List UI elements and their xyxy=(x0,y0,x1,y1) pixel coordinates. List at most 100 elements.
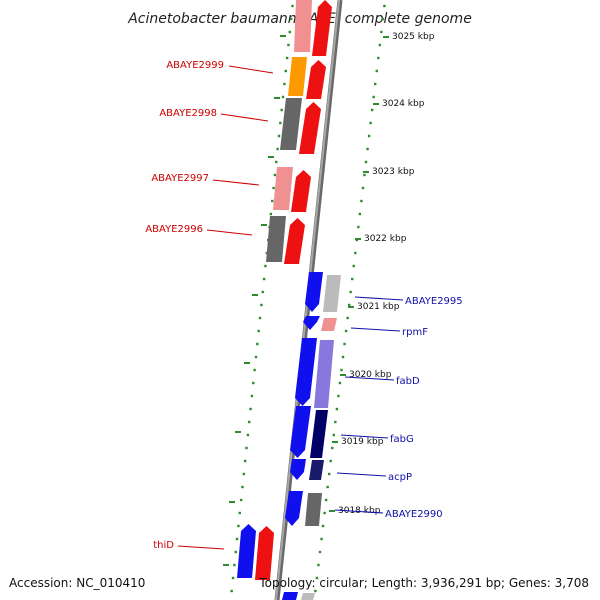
ruler-dot xyxy=(276,147,279,151)
ruler-dot xyxy=(231,576,235,580)
ruler-dot xyxy=(288,30,291,34)
gene-label-leader xyxy=(344,376,395,381)
ruler-dot xyxy=(369,121,372,125)
gene-label-leader xyxy=(206,229,253,236)
gene-label[interactable]: acpP xyxy=(388,472,412,483)
ruler-dot xyxy=(337,394,340,398)
ruler-dot xyxy=(235,537,239,541)
ruler-dot xyxy=(284,69,287,73)
ruler-dot xyxy=(378,43,382,47)
ruler-dot xyxy=(324,498,328,502)
gene-label-leader xyxy=(350,327,401,332)
cds-arrow-red xyxy=(284,218,305,264)
gene-label[interactable]: rpmF xyxy=(402,327,428,338)
ruler-dot xyxy=(279,121,282,125)
cds-block-grey xyxy=(280,98,302,150)
gene-label[interactable]: ABAYE2998 xyxy=(159,108,217,119)
gene-label-leader xyxy=(336,472,387,477)
cds-arrow-blue xyxy=(285,491,303,526)
cds-block-navy xyxy=(310,410,328,458)
ruler-dot xyxy=(351,277,354,281)
gene-label-leader xyxy=(340,434,389,439)
ruler-dot xyxy=(262,277,266,281)
ruler-dot xyxy=(285,56,289,60)
cds-arrow-blue xyxy=(290,459,306,480)
ruler-tick-label: 3019 kbp xyxy=(341,437,384,447)
gene-label-leader xyxy=(334,509,384,514)
ruler-dot xyxy=(272,186,275,190)
gene-label-leader xyxy=(228,65,274,74)
ruler-dot xyxy=(323,511,326,515)
ruler-tick-label: 3025 kbp xyxy=(392,32,435,42)
ruler-dot xyxy=(352,264,355,268)
ruler-dot xyxy=(315,576,319,580)
ruler-dot xyxy=(374,82,377,86)
ruler-tick-label: 3023 kbp xyxy=(372,167,415,177)
ruler-dot xyxy=(338,381,342,385)
ruler-dot xyxy=(260,303,263,307)
ruler-dot xyxy=(377,56,380,60)
ruler-dot xyxy=(291,4,294,8)
ruler-dot xyxy=(361,186,365,190)
ruler-dot xyxy=(343,342,346,346)
ruler-tick-label: 3020 kbp xyxy=(349,370,392,380)
ruler-dot xyxy=(283,82,286,86)
ruler-dot xyxy=(253,368,256,372)
ruler-dot xyxy=(246,433,250,437)
accession-text: Accession: NC_010410 xyxy=(9,576,145,590)
gene-label[interactable]: ABAYE2997 xyxy=(151,173,209,184)
ruler-dot xyxy=(381,17,385,21)
gene-label[interactable]: ABAYE2999 xyxy=(166,60,224,71)
ruler-dot xyxy=(239,498,243,502)
ruler-dot xyxy=(320,537,323,541)
ruler-dot xyxy=(347,303,351,307)
cds-block-grey xyxy=(305,493,322,526)
ruler-dot xyxy=(367,134,371,138)
gene-label[interactable]: ABAYE2996 xyxy=(145,224,203,235)
ruler-dot xyxy=(281,95,285,99)
cds-block-purple xyxy=(314,340,334,408)
ruler-dot xyxy=(249,407,252,411)
ruler-dot xyxy=(357,225,360,229)
ruler-dot xyxy=(346,316,349,320)
ruler-dot xyxy=(277,134,281,138)
ruler-dot xyxy=(334,420,337,424)
gene-label-leader xyxy=(212,179,260,186)
cds-block-orange xyxy=(288,57,307,96)
ruler-dot xyxy=(250,394,254,398)
gene-label-leader xyxy=(177,545,225,550)
ruler-dot xyxy=(256,342,259,346)
ruler-dot xyxy=(332,433,335,437)
ruler-dot xyxy=(280,108,283,112)
ruler-dot xyxy=(238,511,241,515)
ruler-dot xyxy=(326,485,329,489)
cds-block-pink xyxy=(273,167,293,210)
cds-arrow-red xyxy=(255,526,274,580)
gene-label[interactable]: fabD xyxy=(396,376,420,387)
ruler-dot xyxy=(242,472,246,476)
gene-label[interactable]: fabG xyxy=(390,434,414,445)
gene-label[interactable]: thiD xyxy=(153,540,174,551)
ruler-dot xyxy=(331,446,334,450)
cds-block-pink xyxy=(321,318,337,331)
ruler-dot xyxy=(335,407,339,411)
ruler-dot xyxy=(363,173,366,177)
cds-arrow-blue xyxy=(290,406,311,458)
ruler-dot xyxy=(234,550,237,554)
ruler-dot xyxy=(383,4,386,8)
cds-block-pink xyxy=(294,0,312,52)
cds-block-blue xyxy=(282,592,298,600)
ruler-dot xyxy=(364,160,368,164)
ruler-ticks: 3025 kbp 3024 kbp 3023 kbp 3022 kbp 3021 kbp… xyxy=(223,32,435,566)
ruler-dot xyxy=(271,199,274,203)
ruler-dot xyxy=(237,524,240,528)
ruler-dot xyxy=(349,290,352,294)
gene-label[interactable]: ABAYE2990 xyxy=(385,509,443,520)
ruler-dot xyxy=(257,329,260,333)
ruler-dot xyxy=(314,589,317,593)
ruler-dot xyxy=(321,524,325,528)
cds-arrow-red xyxy=(299,102,321,154)
gene-label[interactable]: ABAYE2995 xyxy=(405,296,463,307)
